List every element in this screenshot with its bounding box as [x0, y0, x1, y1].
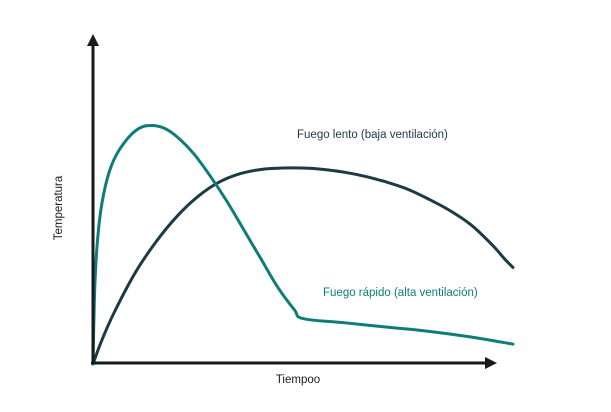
x-axis-title: Tiempoo [276, 374, 320, 386]
x-axis-arrow-icon [485, 357, 497, 369]
y-axis-title: Temperatura [53, 175, 65, 240]
series-line-fast-fire [91, 123, 515, 366]
series-line-slow-fire [91, 166, 515, 366]
series-label-slow-fire: Fuego lento (baja ventilación) [297, 129, 448, 141]
axes-layer [87, 34, 497, 369]
series-label-fast-fire: Fuego rápido (alta ventilación) [323, 287, 478, 299]
y-axis-arrow-icon [87, 34, 99, 46]
series-layer [91, 123, 515, 366]
label-layer: Temperatura Tiempoo Fuego lento (baja ve… [53, 129, 478, 386]
